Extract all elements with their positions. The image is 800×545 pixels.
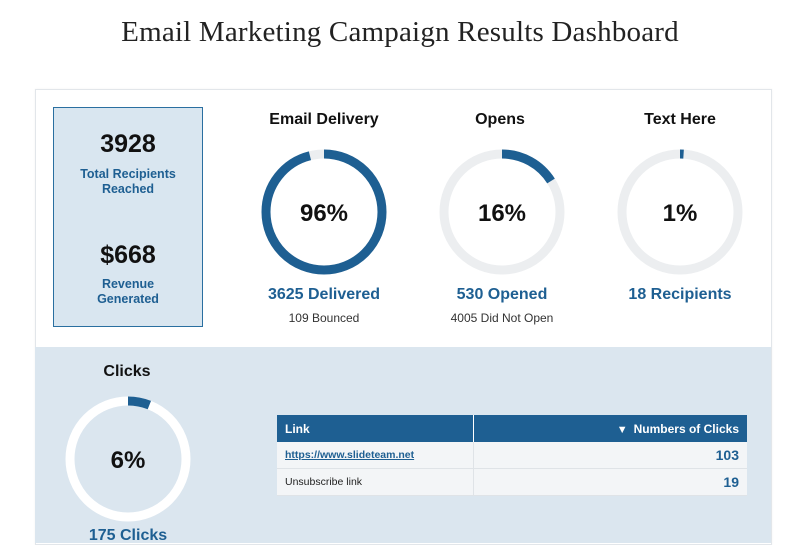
- table-cell-link[interactable]: https://www.slideteam.net: [277, 442, 474, 469]
- table-row: Unsubscribe link 19: [277, 468, 747, 496]
- clicks-column-header-label: Numbers of Clicks: [633, 421, 739, 436]
- table-cell-clicks: 19: [473, 468, 747, 496]
- opens-percent: 16%: [478, 200, 526, 227]
- text-here-ring: 1%: [617, 149, 743, 275]
- total-recipients-label-line2: Reached: [101, 182, 155, 196]
- text-here-percent: 1%: [663, 200, 698, 227]
- email-delivery-percent: 96%: [300, 200, 348, 227]
- dashboard-title: Email Marketing Campaign Results Dashboa…: [121, 16, 679, 48]
- recipients-count: 18 Recipients: [628, 286, 732, 303]
- triangle-down-icon: ▼: [616, 423, 628, 436]
- clicks-count: 175 Clicks: [88, 527, 168, 544]
- ring-progress-arc: [617, 149, 743, 275]
- table-cell-link: Unsubscribe link: [277, 468, 474, 496]
- clicks-column-header[interactable]: ▼ Numbers of Clicks: [473, 415, 747, 442]
- revenue-label-line1: Revenue: [101, 277, 155, 291]
- not-opened-count: 4005 Did Not Open: [450, 311, 554, 325]
- opens-ring: 16%: [439, 149, 565, 275]
- email-delivery-title: Email Delivery: [269, 111, 379, 128]
- clicks-ring: 6%: [65, 396, 191, 522]
- delivered-count: 3625 Delivered: [267, 286, 381, 303]
- link-url[interactable]: https://www.slideteam.net: [285, 449, 415, 461]
- revenue-value: $668: [100, 241, 156, 269]
- links-table: Link ▼ Numbers of Clicks https://www.slid…: [277, 415, 747, 496]
- table-row: https://www.slideteam.net 103: [277, 442, 747, 469]
- bounced-count: 109 Bounced: [288, 311, 360, 325]
- table-cell-clicks: 103: [473, 442, 747, 469]
- opens-title: Opens: [475, 111, 525, 128]
- links-table-header: Link ▼ Numbers of Clicks: [277, 415, 747, 442]
- email-delivery-ring: 96%: [261, 149, 387, 275]
- ring-progress-arc: [439, 149, 565, 275]
- ring-progress-arc: [261, 149, 387, 275]
- link-column-header[interactable]: Link: [277, 415, 474, 442]
- text-here-title: Text Here: [644, 111, 716, 128]
- summary-kpi-box: 3928 Total Recipients Reached $668 Reven…: [53, 107, 203, 327]
- total-recipients-label-line1: Total Recipients: [80, 167, 176, 181]
- total-recipients-value: 3928: [100, 130, 156, 158]
- ring-progress-arc: [65, 396, 191, 522]
- opened-count: 530 Opened: [456, 286, 548, 303]
- clicks-percent: 6%: [111, 447, 146, 474]
- unsubscribe-link-text: Unsubscribe link: [285, 476, 363, 488]
- revenue-label-line2: Generated: [97, 292, 159, 306]
- clicks-title: Clicks: [103, 363, 151, 380]
